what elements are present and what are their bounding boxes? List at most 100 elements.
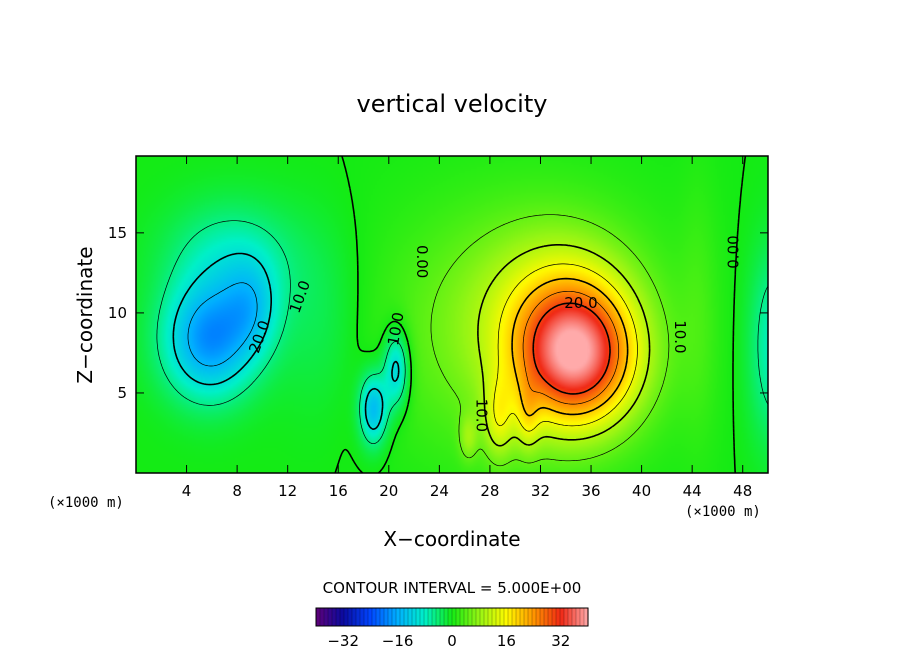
colorbar-swatch — [392, 608, 397, 626]
colorbar-swatch — [344, 608, 349, 626]
x-tick-label: 8 — [232, 482, 242, 500]
colorbar-swatch — [440, 608, 445, 626]
x-tick-label: 12 — [278, 482, 297, 500]
y-tick-label: 5 — [117, 384, 127, 402]
x-tick-label: 16 — [329, 482, 348, 500]
x-unit-left: (×1000 m) — [48, 495, 124, 511]
x-tick-label: 36 — [581, 482, 600, 500]
contour-label-4: 20.0 — [564, 294, 597, 312]
colorbar-swatch — [396, 608, 401, 626]
contour-label-7: 0.00 — [724, 235, 742, 268]
colorbar-swatches — [315, 608, 589, 626]
colorbar-swatch — [572, 608, 577, 626]
contour-lines — [156, 156, 768, 473]
colorbar-swatch — [480, 608, 485, 626]
colorbar-swatch — [576, 608, 581, 626]
y-axis-label: Z−coordinate — [73, 246, 97, 383]
x-axis-ticks: 4 8 12 16 20 24 28 32 36 40 44 48 — [182, 156, 752, 500]
colorbar-swatch — [532, 608, 537, 626]
colorbar-swatch — [452, 608, 457, 626]
x-tick-label: 4 — [182, 482, 192, 500]
colorbar-swatch — [384, 608, 389, 626]
colorbar-swatch — [544, 608, 549, 626]
colorbar-swatch — [516, 608, 521, 626]
y-tick-label: 10 — [108, 304, 127, 322]
contour-level-15 — [493, 263, 638, 432]
colorbar-swatch — [476, 608, 481, 626]
colorbar-swatch — [568, 608, 573, 626]
contour-level-neg5 — [156, 220, 768, 445]
colorbar: −32 −16 0 16 32 — [315, 607, 589, 650]
colorbar-tick-label: −32 — [327, 632, 359, 650]
y-tick-label: 15 — [108, 224, 127, 242]
contour-level-20 — [511, 277, 629, 417]
colorbar-swatch — [388, 608, 393, 626]
colorbar-swatch — [492, 608, 497, 626]
colorbar-swatch — [404, 608, 409, 626]
contour-level-30 — [532, 302, 611, 395]
y-axis-ticks: 5 10 15 — [108, 224, 768, 402]
colorbar-swatch — [432, 608, 437, 626]
colorbar-swatch — [556, 608, 561, 626]
colorbar-swatch — [548, 608, 553, 626]
colorbar-swatch — [372, 608, 377, 626]
colorbar-swatch — [444, 608, 449, 626]
contour-level-neg10 — [172, 252, 400, 430]
colorbar-swatch — [340, 608, 345, 626]
x-tick-label: 24 — [430, 482, 449, 500]
colorbar-swatch — [336, 608, 341, 626]
colorbar-swatch — [504, 608, 509, 626]
plot-frame — [135, 155, 769, 474]
colorbar-swatch — [352, 608, 357, 626]
colorbar-ticks: −32 −16 0 16 32 — [327, 632, 570, 650]
contour-label-3: 0.00 — [413, 245, 431, 278]
colorbar-swatch — [376, 608, 381, 626]
colorbar-swatch — [368, 608, 373, 626]
x-tick-label: 48 — [733, 482, 752, 500]
x-tick-label: 44 — [683, 482, 702, 500]
colorbar-swatch — [460, 608, 465, 626]
colorbar-swatch — [320, 608, 325, 626]
x-unit-right: (×1000 m) — [685, 504, 761, 520]
colorbar-swatch — [428, 608, 433, 626]
colorbar-tick-label: 0 — [447, 632, 457, 650]
colorbar-swatch — [316, 608, 321, 626]
x-tick-label: 32 — [531, 482, 550, 500]
colorbar-swatch — [464, 608, 469, 626]
colorbar-swatch — [524, 608, 529, 626]
colorbar-swatch — [536, 608, 541, 626]
contour-label-5: 10.0 — [671, 320, 689, 353]
colorbar-tick-label: 32 — [551, 632, 570, 650]
colorbar-swatch — [360, 608, 365, 626]
colorbar-swatch — [412, 608, 417, 626]
chart-title: vertical velocity — [357, 90, 548, 118]
velocity-heatmap — [136, 156, 768, 473]
colorbar-swatch — [420, 608, 425, 626]
colorbar-swatch — [488, 608, 493, 626]
x-tick-label: 40 — [632, 482, 651, 500]
x-axis-label: X−coordinate — [383, 527, 520, 551]
contour-level-5 — [430, 214, 670, 467]
colorbar-swatch — [448, 608, 453, 626]
colorbar-swatch — [468, 608, 473, 626]
colorbar-swatch — [512, 608, 517, 626]
colorbar-swatch — [364, 608, 369, 626]
colorbar-swatch — [408, 608, 413, 626]
contour-level-25 — [522, 290, 620, 405]
colorbar-swatch — [436, 608, 441, 626]
contour-level-neg15 — [187, 282, 258, 367]
contour-level-10 — [477, 244, 651, 447]
colorbar-swatch — [472, 608, 477, 626]
colorbar-swatch — [332, 608, 337, 626]
colorbar-swatch — [328, 608, 333, 626]
colorbar-swatch — [528, 608, 533, 626]
contour-label-2: 10.0 — [384, 311, 408, 347]
colorbar-swatch — [324, 608, 329, 626]
x-tick-label: 28 — [480, 482, 499, 500]
colorbar-swatch — [500, 608, 505, 626]
contour-label-6: 10.0 — [473, 399, 491, 432]
colorbar-swatch — [520, 608, 525, 626]
colorbar-swatch — [552, 608, 557, 626]
